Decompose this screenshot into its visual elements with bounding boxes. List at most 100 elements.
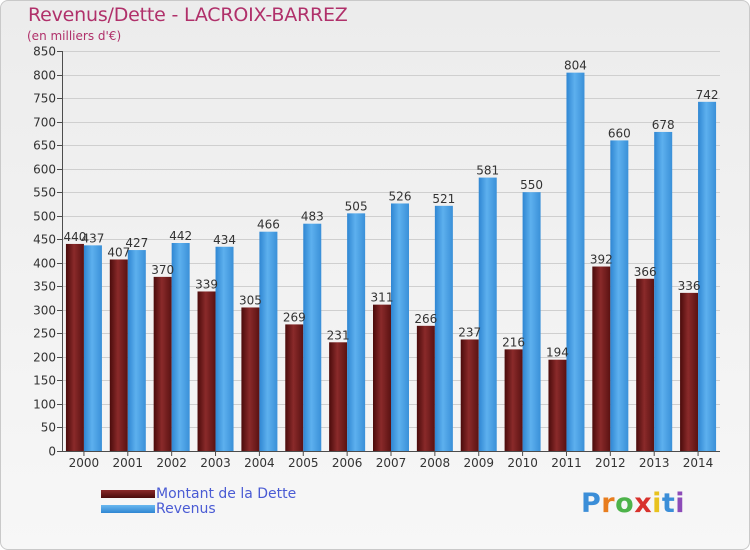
value-label-revenus-2000: 437 xyxy=(81,231,104,245)
y-tick-label-350: 350 xyxy=(33,280,56,294)
logo-letter: P xyxy=(581,488,602,519)
bar-revenus-2011 xyxy=(566,72,585,451)
logo-letter: i xyxy=(652,488,662,519)
value-label-revenus-2011: 804 xyxy=(564,59,587,73)
value-label-dette-2011: 194 xyxy=(546,346,569,360)
y-tick-label-250: 250 xyxy=(33,327,56,341)
bar-dette-2008 xyxy=(416,325,435,451)
y-tick-label-600: 600 xyxy=(33,163,56,177)
chart-subtitle: (en milliers d'€) xyxy=(27,29,122,43)
value-label-revenus-2012: 660 xyxy=(608,126,631,140)
bar-revenus-2005 xyxy=(303,223,322,451)
x-tick-label-2007: 2007 xyxy=(376,456,407,470)
bar-revenus-2009 xyxy=(478,177,497,451)
value-label-dette-2009: 237 xyxy=(458,325,481,339)
x-tick-label-2011: 2011 xyxy=(551,456,582,470)
value-label-dette-2005: 269 xyxy=(283,310,306,324)
value-label-dette-2002: 370 xyxy=(151,263,174,277)
legend-swatch-dette xyxy=(101,490,155,498)
value-label-revenus-2009: 581 xyxy=(476,164,499,178)
y-tick-label-850: 850 xyxy=(33,45,56,59)
y-tick-label-200: 200 xyxy=(33,351,56,365)
logo-letter: x xyxy=(634,488,653,519)
value-label-revenus-2013: 678 xyxy=(652,118,675,132)
bar-revenus-2014 xyxy=(698,101,717,451)
value-label-dette-2012: 392 xyxy=(590,253,613,267)
y-tick-label-500: 500 xyxy=(33,210,56,224)
y-tick-label-300: 300 xyxy=(33,304,56,318)
bar-dette-2006 xyxy=(329,342,348,451)
bar-revenus-2008 xyxy=(434,205,453,451)
proxiti-logo: Proxiti xyxy=(581,488,685,519)
chart-title: Revenus/Dette - LACROIX-BARREZ xyxy=(28,4,348,26)
legend-swatch-revenus xyxy=(101,505,155,513)
value-label-revenus-2010: 550 xyxy=(520,178,543,192)
value-label-revenus-2007: 526 xyxy=(389,189,412,203)
value-label-revenus-2005: 483 xyxy=(301,210,324,224)
bar-dette-2003 xyxy=(197,291,216,451)
y-tick-label-700: 700 xyxy=(33,116,56,130)
x-tick-label-2004: 2004 xyxy=(244,456,275,470)
logo-letter: o xyxy=(615,488,635,519)
bar-revenus-2013 xyxy=(654,131,673,452)
x-tick-label-2012: 2012 xyxy=(595,456,626,470)
y-tick-label-100: 100 xyxy=(33,398,56,412)
value-label-dette-2006: 231 xyxy=(327,328,350,342)
bar-dette-2009 xyxy=(460,339,479,451)
bar-dette-2002 xyxy=(153,276,172,451)
bar-revenus-2006 xyxy=(347,213,366,451)
x-tick-label-2013: 2013 xyxy=(639,456,670,470)
bar-dette-2012 xyxy=(592,266,611,451)
legend-label-dette: Montant de la Dette xyxy=(156,486,297,502)
value-label-dette-2004: 305 xyxy=(239,293,262,307)
bar-dette-2004 xyxy=(241,307,260,451)
value-label-dette-2014: 336 xyxy=(678,279,701,293)
bar-dette-2001 xyxy=(109,259,128,451)
value-label-dette-2007: 311 xyxy=(371,291,394,305)
y-tick-label-750: 750 xyxy=(33,92,56,106)
bar-revenus-2003 xyxy=(215,246,234,451)
bar-revenus-2007 xyxy=(391,203,409,451)
y-tick-label-550: 550 xyxy=(33,186,56,200)
bar-dette-2011 xyxy=(548,359,567,451)
x-tick-label-2002: 2002 xyxy=(156,456,187,470)
value-label-dette-2001: 407 xyxy=(107,245,130,259)
y-tick-label-50: 50 xyxy=(41,421,56,435)
bar-revenus-2010 xyxy=(522,192,541,452)
bar-dette-2000 xyxy=(65,243,84,451)
value-label-revenus-2003: 434 xyxy=(213,233,236,247)
logo-letter: r xyxy=(601,488,616,519)
value-label-revenus-2014: 742 xyxy=(696,88,719,102)
bar-dette-2014 xyxy=(680,292,699,451)
bar-dette-2013 xyxy=(636,278,655,451)
bar-dette-2010 xyxy=(504,349,523,451)
value-label-dette-2010: 216 xyxy=(502,335,525,349)
y-tick-label-650: 650 xyxy=(33,139,56,153)
value-label-dette-2003: 339 xyxy=(195,277,218,291)
bar-dette-2007 xyxy=(373,304,391,451)
x-tick-label-2000: 2000 xyxy=(69,456,100,470)
legend-label-revenus: Revenus xyxy=(156,501,216,517)
y-tick-label-150: 150 xyxy=(33,374,56,388)
y-tick-label-450: 450 xyxy=(33,233,56,247)
value-label-revenus-2001: 427 xyxy=(125,236,148,250)
value-label-dette-2008: 266 xyxy=(414,312,437,326)
y-tick-label-400: 400 xyxy=(33,257,56,271)
value-label-revenus-2006: 505 xyxy=(345,199,368,213)
x-tick-label-2001: 2001 xyxy=(113,456,144,470)
x-tick-label-2005: 2005 xyxy=(288,456,319,470)
x-tick-label-2014: 2014 xyxy=(683,456,714,470)
value-label-dette-2000: 440 xyxy=(63,230,86,244)
bar-dette-2005 xyxy=(285,324,304,451)
x-tick-label-2006: 2006 xyxy=(332,456,363,470)
x-tick-label-2008: 2008 xyxy=(420,456,451,470)
bar-revenus-2000 xyxy=(83,245,102,451)
x-tick-label-2003: 2003 xyxy=(200,456,231,470)
bar-revenus-2004 xyxy=(259,231,278,451)
x-tick-label-2010: 2010 xyxy=(507,456,538,470)
logo-letter: i xyxy=(675,488,686,519)
value-label-revenus-2004: 466 xyxy=(257,218,280,232)
y-tick-label-800: 800 xyxy=(33,69,56,83)
y-tick-label-0: 0 xyxy=(48,445,56,459)
bar-revenus-2012 xyxy=(610,140,629,452)
